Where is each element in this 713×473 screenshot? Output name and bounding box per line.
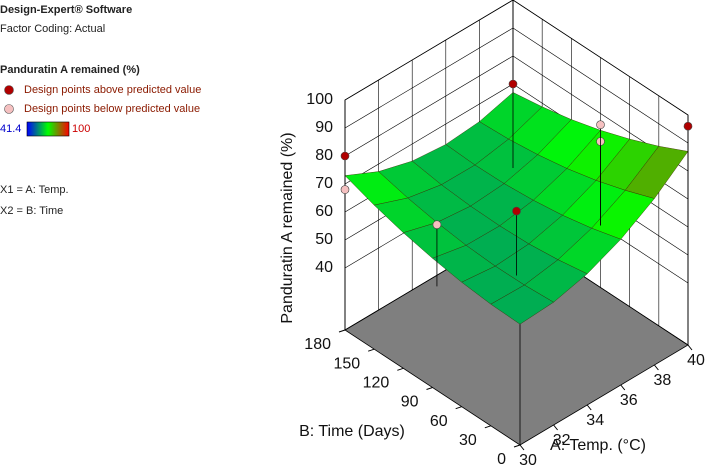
colorscale-max: 100 [72,123,90,135]
design-point [683,121,693,131]
design-point [596,120,605,129]
legend-marker [4,104,14,114]
z-tick-label: 50 [315,231,333,248]
z-axis-label: Panduratin A remained (%) [279,132,296,323]
y-tick [397,367,404,371]
y-tick-label: 120 [363,375,390,392]
factor-1: X1 = A: Temp. [0,184,69,196]
y-tick-label: 90 [401,394,419,411]
z-tick-label: 70 [315,175,333,192]
colorbar [26,121,70,137]
legend-marker [4,85,14,95]
y-tick-label: 0 [497,451,506,468]
y-tick [338,329,346,333]
design-point [340,151,350,161]
surface-cell [490,284,554,325]
legend: Design points above predicted value Desig… [4,84,201,115]
x-tick-label: 38 [654,372,672,389]
legend-label: Design points below predicted value [24,103,200,115]
y-tick-label: 60 [430,413,448,430]
z-tick-label: 40 [315,259,333,276]
y-tick [455,406,462,410]
legend-title: Panduratin A remained (%) [0,64,140,76]
factor-2: X2 = B: Time [0,205,63,217]
y-tick [426,387,433,390]
plot-3d: 40 50 60 70 80 90 100 30 32 34 36 38 40 0 30 60 90 120150… [304,0,705,469]
z-tick-label: 100 [306,91,333,108]
z-grid-line [344,55,514,157]
z-grid-line [344,83,514,185]
x-tick-label: 34 [586,412,604,429]
x-axis-label: A: Temp. (°C) [550,437,646,454]
x-tick [586,404,592,411]
legend-label: Design points above predicted value [24,84,201,96]
z-tick-label: 90 [315,119,333,136]
y-tick [368,348,375,352]
y-axis-label: B: Time (Days) [299,423,405,440]
design-point [512,206,521,216]
x-tick [519,444,525,451]
x-tick [687,344,693,351]
z-grid-line [344,27,514,129]
x-tick-label: 32 [553,432,571,449]
z-tick-label: 80 [315,147,333,164]
y-tick [484,425,491,429]
factor-coding: Factor Coding: Actual [0,23,105,35]
design-point [432,220,442,230]
x-tick [620,384,626,391]
x-tick-label: 30 [519,452,537,469]
y-tick [513,444,521,448]
z-grid-line [344,0,514,101]
software-name: Design-Expert® Software [0,4,132,16]
y-tick-label: 30 [459,432,477,449]
design-point [340,185,350,194]
y-tick-label: 150 [333,355,360,372]
colorscale-min: 41.4 [0,123,21,135]
x-tick-label: 36 [620,392,638,409]
x-tick-label: 40 [687,352,705,369]
y-tick-label: 180 [304,336,331,353]
design-point [508,79,518,89]
x-tick [654,364,659,371]
x-tick [553,424,558,431]
z-tick-label: 60 [315,203,333,220]
